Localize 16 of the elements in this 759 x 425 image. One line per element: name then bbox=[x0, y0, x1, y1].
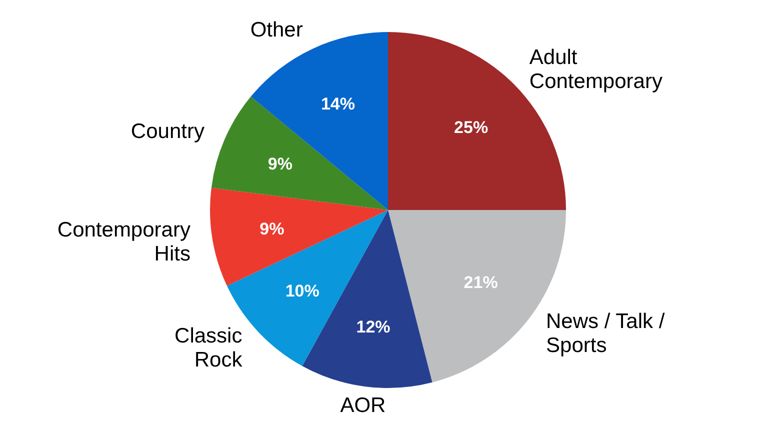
data-label: 12% bbox=[356, 318, 390, 337]
pie-slice bbox=[210, 188, 388, 286]
data-label: 25% bbox=[454, 118, 488, 137]
slice-label: Classic Rock bbox=[174, 324, 243, 372]
data-label: 21% bbox=[464, 272, 498, 292]
data-label: 10% bbox=[285, 281, 320, 300]
pie-slice bbox=[211, 96, 388, 210]
slice-label: AOR bbox=[340, 394, 386, 417]
slice-label: Contemporary Hits bbox=[57, 218, 191, 266]
slice-label: Other bbox=[250, 18, 303, 42]
data-label: 9% bbox=[260, 219, 284, 238]
slice-label: News / Talk / Sports bbox=[546, 310, 665, 357]
data-label: 9% bbox=[268, 154, 292, 174]
slice-label: Adult Contemporary bbox=[529, 46, 663, 93]
data-label: 14% bbox=[320, 94, 355, 114]
slice-label: Country bbox=[130, 120, 205, 143]
